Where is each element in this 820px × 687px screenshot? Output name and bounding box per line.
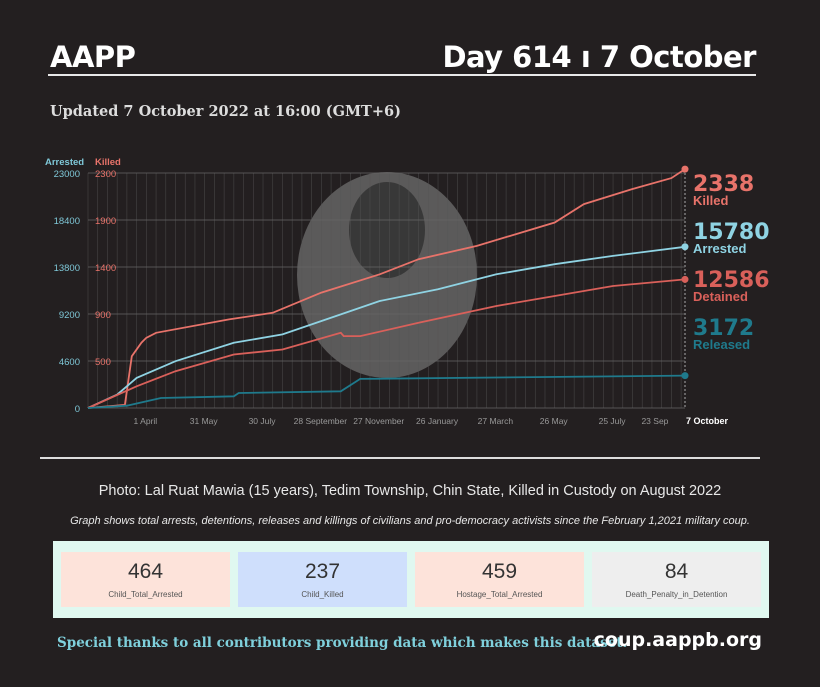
site-link[interactable]: coup.aappb.org [593, 629, 762, 651]
kpi-card-child-arrested: 464 Child_Total_Arrested [61, 552, 230, 607]
kpi-value: 459 [481, 560, 518, 583]
thanks-note: Special thanks to all contributors provi… [57, 635, 628, 651]
victim-photo-silhouette [349, 182, 425, 278]
series-endpoint-detained [681, 275, 689, 283]
photo-caption: Photo: Lal Ruat Mawia (15 years), Tedim … [98, 483, 722, 499]
x-tick-label: 27 November [353, 416, 404, 426]
x-tick-label: 25 July [599, 416, 627, 426]
series-final-label: Arrested [693, 241, 747, 256]
kpi-value: 237 [304, 560, 341, 583]
x-tick-label: 31 May [190, 416, 219, 426]
right-tick-label: 900 [95, 310, 111, 321]
series-endpoint-released [681, 372, 689, 380]
left-tick-label: 0 [75, 404, 80, 415]
kpi-value: 464 [127, 560, 164, 583]
series-final-value: 12586 [693, 268, 770, 293]
series-line-arrested [87, 245, 686, 409]
x-tick-label: 23 Sep [641, 416, 668, 426]
right-tick-label: 1400 [95, 263, 116, 274]
left-tick-label: 18400 [54, 216, 80, 227]
x-tick-label: 26 May [540, 416, 569, 426]
series-endpoint-arrested [681, 243, 689, 251]
kpi-card-child-killed: 237 Child_Killed [238, 552, 407, 607]
right-tick-label: 500 [95, 357, 111, 368]
series-final-value: 15780 [693, 220, 770, 245]
x-tick-label: 26 January [416, 416, 459, 426]
series-final-value: 3172 [693, 316, 754, 341]
series-final-value: 2338 [693, 172, 754, 197]
kpi-label: Child_Killed [301, 590, 344, 599]
right-tick-label: 1900 [95, 216, 116, 227]
day-counter: Day 614 ı 7 October [442, 40, 756, 74]
brand-title: AAPP [50, 40, 136, 74]
kpi-label: Death_Penalty_in_Detention [625, 590, 728, 599]
series-endpoint-killed [681, 165, 689, 173]
kpi-value: 84 [664, 560, 689, 583]
kpi-card-death-penalty: 84 Death_Penalty_in_Detention [592, 552, 761, 607]
series-line-killed [87, 168, 686, 409]
updated-timestamp: Updated 7 October 2022 at 16:00 (GMT+6) [50, 103, 401, 120]
left-tick-label: 23000 [54, 169, 80, 180]
kpi-strip: 464 Child_Total_Arrested 237 Child_Killed … [53, 541, 769, 618]
cumulative-chart: 0 4600 500 9200 900 13800 1400 18400 1900 23000 23… [45, 157, 770, 426]
x-tick-label: 28 September [294, 416, 348, 426]
header-divider [48, 74, 756, 76]
series-final-label: Detained [693, 289, 748, 304]
chart-divider [40, 457, 760, 459]
series-line-released [87, 374, 686, 409]
series-line-detained [87, 278, 686, 409]
x-tick-label: 7 October [686, 416, 729, 426]
kpi-card-hostage-arrested: 459 Hostage_Total_Arrested [415, 552, 584, 607]
right-tick-label: 2300 [95, 169, 116, 180]
left-axis-title: Arrested [45, 157, 84, 168]
graph-note: Graph shows total arrests, detentions, r… [70, 515, 750, 527]
kpi-label: Hostage_Total_Arrested [456, 590, 543, 599]
kpi-label: Child_Total_Arrested [108, 590, 183, 599]
series-final-label: Released [693, 337, 750, 352]
right-axis-title: Killed [95, 157, 121, 168]
x-tick-label: 1 April [134, 416, 158, 426]
x-tick-label: 30 July [249, 416, 277, 426]
left-tick-label: 4600 [59, 357, 80, 368]
left-tick-label: 9200 [59, 310, 80, 321]
x-tick-label: 27 March [478, 416, 514, 426]
left-tick-label: 13800 [54, 263, 80, 274]
series-final-label: Killed [693, 193, 728, 208]
